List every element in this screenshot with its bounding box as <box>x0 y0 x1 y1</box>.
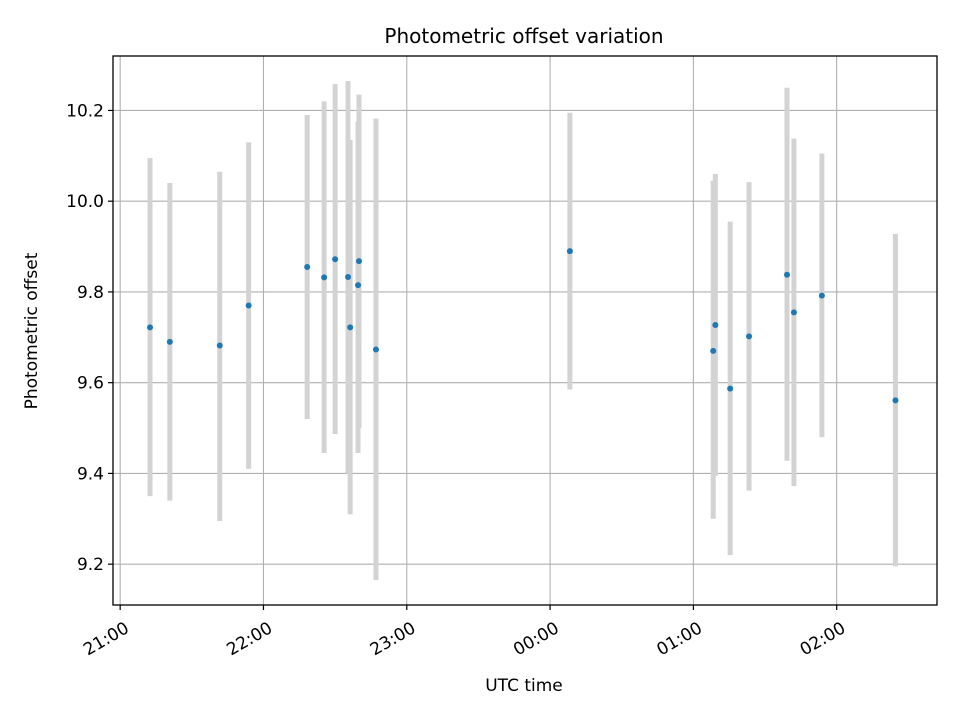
data-point <box>818 292 825 299</box>
data-point <box>304 263 311 270</box>
data-point <box>356 258 363 265</box>
data-point <box>712 322 719 329</box>
y-tick-label: 10.0 <box>66 192 104 212</box>
x-tick-label: 01:00 <box>653 618 705 660</box>
data-point <box>166 338 173 345</box>
data-point <box>347 324 354 331</box>
x-tick-label: 23:00 <box>367 618 419 660</box>
x-tick-label: 22:00 <box>224 618 276 660</box>
y-tick-label: 10.2 <box>66 101 104 121</box>
data-point <box>892 397 899 404</box>
x-tick-label: 21:00 <box>80 618 132 660</box>
y-tick-label: 9.4 <box>77 464 104 484</box>
y-tick-label: 9.2 <box>77 555 104 575</box>
plot-area-frame <box>112 55 938 606</box>
data-point <box>372 346 379 353</box>
data-point <box>345 273 352 280</box>
data-point <box>216 342 223 349</box>
data-point <box>566 248 573 255</box>
data-point <box>710 347 717 354</box>
grid <box>113 56 937 605</box>
data-point <box>790 309 797 316</box>
x-axis-label: UTC time <box>485 676 563 696</box>
data-point <box>784 271 791 278</box>
y-axis-label: Photometric offset <box>22 252 42 409</box>
x-tick-label: 00:00 <box>510 618 562 660</box>
data-point <box>727 385 734 392</box>
error-bars <box>147 80 898 581</box>
chart-title: Photometric offset variation <box>384 24 663 48</box>
data-point <box>332 256 339 263</box>
data-point <box>355 282 362 289</box>
data-point <box>746 333 753 340</box>
data-point <box>321 274 328 281</box>
data-point <box>147 324 154 331</box>
y-tick-label: 9.8 <box>77 283 104 303</box>
x-tick-label: 02:00 <box>797 618 849 660</box>
data-points <box>147 248 899 404</box>
data-point <box>245 302 252 309</box>
y-tick-label: 9.6 <box>77 374 104 394</box>
